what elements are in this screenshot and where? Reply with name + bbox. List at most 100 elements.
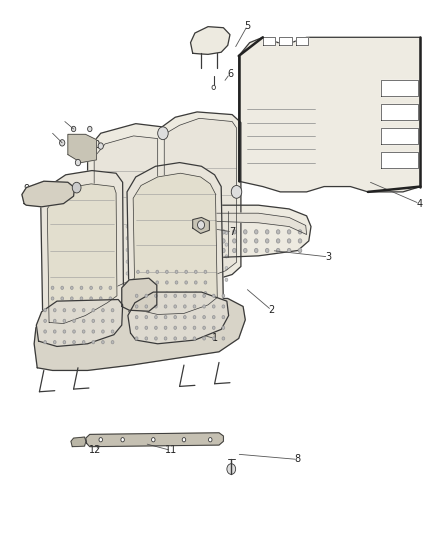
Circle shape bbox=[97, 260, 100, 263]
Circle shape bbox=[164, 337, 167, 340]
Circle shape bbox=[204, 313, 207, 316]
Circle shape bbox=[92, 341, 95, 344]
Circle shape bbox=[174, 316, 177, 319]
Circle shape bbox=[265, 248, 269, 253]
Circle shape bbox=[126, 225, 129, 228]
Circle shape bbox=[156, 292, 159, 295]
Circle shape bbox=[72, 182, 81, 193]
Circle shape bbox=[193, 326, 196, 329]
Circle shape bbox=[198, 221, 205, 229]
Circle shape bbox=[146, 313, 149, 316]
Polygon shape bbox=[41, 171, 124, 333]
Circle shape bbox=[63, 309, 66, 312]
Polygon shape bbox=[239, 37, 420, 192]
Circle shape bbox=[298, 248, 302, 253]
Polygon shape bbox=[86, 433, 223, 447]
Text: 6: 6 bbox=[227, 69, 233, 78]
Circle shape bbox=[222, 294, 225, 297]
Circle shape bbox=[298, 230, 302, 234]
Circle shape bbox=[136, 284, 138, 287]
Circle shape bbox=[167, 266, 170, 270]
Circle shape bbox=[233, 230, 236, 234]
Circle shape bbox=[196, 243, 199, 246]
Circle shape bbox=[126, 260, 129, 263]
Circle shape bbox=[145, 248, 148, 252]
Circle shape bbox=[53, 309, 56, 312]
Circle shape bbox=[177, 266, 180, 270]
Circle shape bbox=[145, 284, 148, 287]
Circle shape bbox=[63, 319, 66, 322]
Circle shape bbox=[71, 308, 73, 311]
Circle shape bbox=[109, 308, 112, 311]
Circle shape bbox=[82, 341, 85, 344]
Circle shape bbox=[111, 341, 114, 344]
Circle shape bbox=[99, 286, 102, 289]
Circle shape bbox=[92, 309, 95, 312]
Circle shape bbox=[107, 260, 110, 263]
Circle shape bbox=[99, 308, 102, 311]
Circle shape bbox=[167, 230, 170, 234]
Circle shape bbox=[287, 230, 291, 234]
Circle shape bbox=[196, 278, 199, 281]
Circle shape bbox=[111, 319, 114, 322]
Circle shape bbox=[194, 270, 197, 273]
Circle shape bbox=[63, 330, 66, 333]
Text: 11: 11 bbox=[165, 446, 177, 455]
Circle shape bbox=[73, 319, 75, 322]
Circle shape bbox=[109, 297, 112, 300]
Circle shape bbox=[155, 316, 157, 319]
Circle shape bbox=[194, 281, 197, 284]
Circle shape bbox=[44, 341, 46, 344]
Circle shape bbox=[164, 294, 167, 297]
Circle shape bbox=[53, 319, 56, 322]
Circle shape bbox=[194, 302, 197, 305]
Circle shape bbox=[136, 272, 138, 275]
Circle shape bbox=[184, 316, 186, 319]
Polygon shape bbox=[296, 37, 308, 45]
Circle shape bbox=[222, 326, 225, 329]
Circle shape bbox=[164, 326, 167, 329]
Polygon shape bbox=[47, 184, 117, 324]
Circle shape bbox=[71, 297, 73, 300]
Circle shape bbox=[203, 316, 205, 319]
Circle shape bbox=[98, 143, 103, 149]
Circle shape bbox=[166, 302, 168, 305]
Circle shape bbox=[109, 318, 112, 321]
Circle shape bbox=[187, 255, 189, 258]
Circle shape bbox=[196, 255, 199, 258]
Circle shape bbox=[51, 297, 54, 300]
Circle shape bbox=[265, 230, 269, 234]
Circle shape bbox=[287, 248, 291, 253]
Text: 9: 9 bbox=[23, 184, 29, 194]
Circle shape bbox=[61, 286, 64, 289]
Circle shape bbox=[137, 270, 139, 273]
Circle shape bbox=[193, 294, 196, 297]
Circle shape bbox=[204, 292, 207, 295]
Circle shape bbox=[90, 318, 92, 321]
Circle shape bbox=[166, 281, 168, 284]
Circle shape bbox=[111, 330, 114, 333]
Polygon shape bbox=[381, 128, 418, 144]
Circle shape bbox=[193, 337, 196, 340]
Circle shape bbox=[155, 294, 157, 297]
Circle shape bbox=[137, 292, 139, 295]
Circle shape bbox=[51, 308, 54, 311]
Circle shape bbox=[215, 243, 218, 246]
Circle shape bbox=[156, 313, 159, 316]
Circle shape bbox=[177, 231, 180, 235]
Circle shape bbox=[222, 305, 225, 308]
Polygon shape bbox=[191, 27, 230, 54]
Circle shape bbox=[82, 309, 85, 312]
Circle shape bbox=[126, 248, 129, 252]
Circle shape bbox=[231, 185, 242, 198]
Circle shape bbox=[175, 313, 178, 316]
Circle shape bbox=[287, 239, 291, 243]
Circle shape bbox=[80, 286, 83, 289]
Circle shape bbox=[145, 272, 148, 275]
Circle shape bbox=[174, 305, 177, 308]
Circle shape bbox=[175, 270, 178, 273]
Circle shape bbox=[73, 330, 75, 333]
Circle shape bbox=[156, 302, 159, 305]
Circle shape bbox=[215, 266, 218, 270]
Circle shape bbox=[145, 337, 148, 340]
